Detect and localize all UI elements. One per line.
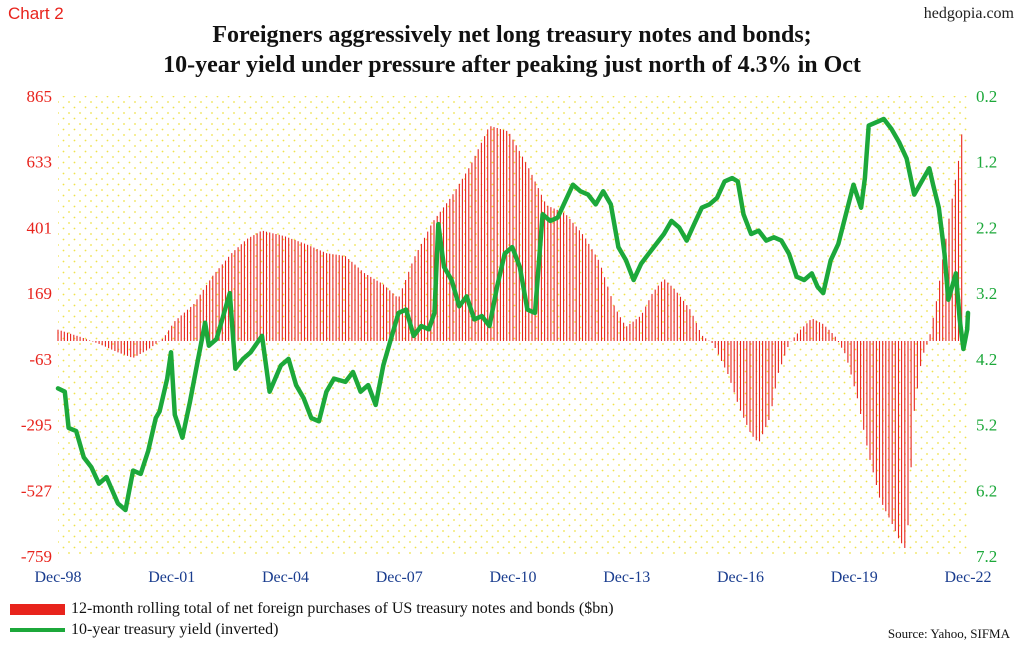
right-tick-label: 3.2 xyxy=(976,284,997,303)
chart-title-line2: 10-year yield under pressure after peaki… xyxy=(163,52,861,78)
left-tick-label: 865 xyxy=(27,87,53,106)
x-tick-label: Dec-10 xyxy=(489,569,536,586)
left-tick-label: 633 xyxy=(27,153,53,172)
right-tick-label: 6.2 xyxy=(976,481,997,500)
left-tick-label: 169 xyxy=(27,284,53,303)
x-tick-label: Dec-07 xyxy=(376,569,423,586)
legend-swatch-bars xyxy=(10,603,65,615)
x-tick-label: Dec-16 xyxy=(717,569,764,586)
right-tick-label: 7.2 xyxy=(976,547,997,566)
right-tick-label: 1.2 xyxy=(976,153,997,172)
left-tick-label: -527 xyxy=(21,481,53,500)
x-tick-label: Dec-01 xyxy=(148,569,195,586)
x-axis: Dec-98 Dec-01 Dec-04 Dec-07 Dec-10 Dec-13 Dec-… xyxy=(34,569,991,586)
x-tick-label: Dec-13 xyxy=(603,569,650,586)
x-tick-label: Dec-19 xyxy=(831,569,878,586)
left-tick-label: -63 xyxy=(29,350,52,369)
legend-swatch-line xyxy=(10,628,65,632)
x-tick-label: Dec-98 xyxy=(34,569,81,586)
legend-label-line: 10-year treasury yield (inverted) xyxy=(71,621,279,638)
chart-label: Chart 2 xyxy=(8,4,64,23)
right-axis: 0.2 1.2 2.2 3.2 4.2 5.2 6.2 7.2 xyxy=(976,87,997,566)
x-tick-label: Dec-04 xyxy=(262,569,309,586)
left-tick-label: 401 xyxy=(27,218,53,237)
brand-watermark: hedgopia.com xyxy=(923,5,1014,22)
chart-title-line1: Foreigners aggressively net long treasur… xyxy=(212,22,812,48)
left-axis: 865 633 401 169 -63 -295 -527 -759 xyxy=(21,87,53,566)
legend-item-line: 10-year treasury yield (inverted) xyxy=(10,621,278,639)
right-tick-label: 5.2 xyxy=(976,416,997,435)
left-tick-label: -295 xyxy=(21,416,52,435)
left-tick-label: -759 xyxy=(21,547,52,566)
source-note: Source: Yahoo, SIFMA xyxy=(887,626,1010,641)
right-tick-label: 4.2 xyxy=(976,350,997,369)
legend-label-bars: 12-month rolling total of net foreign pu… xyxy=(71,600,614,617)
bar-series xyxy=(57,126,963,548)
yield-line xyxy=(55,116,971,513)
right-tick-label: 0.2 xyxy=(976,87,997,106)
right-tick-label: 2.2 xyxy=(976,218,997,237)
legend-item-bars: 12-month rolling total of net foreign pu… xyxy=(10,600,614,618)
x-tick-label: Dec-22 xyxy=(944,569,991,586)
